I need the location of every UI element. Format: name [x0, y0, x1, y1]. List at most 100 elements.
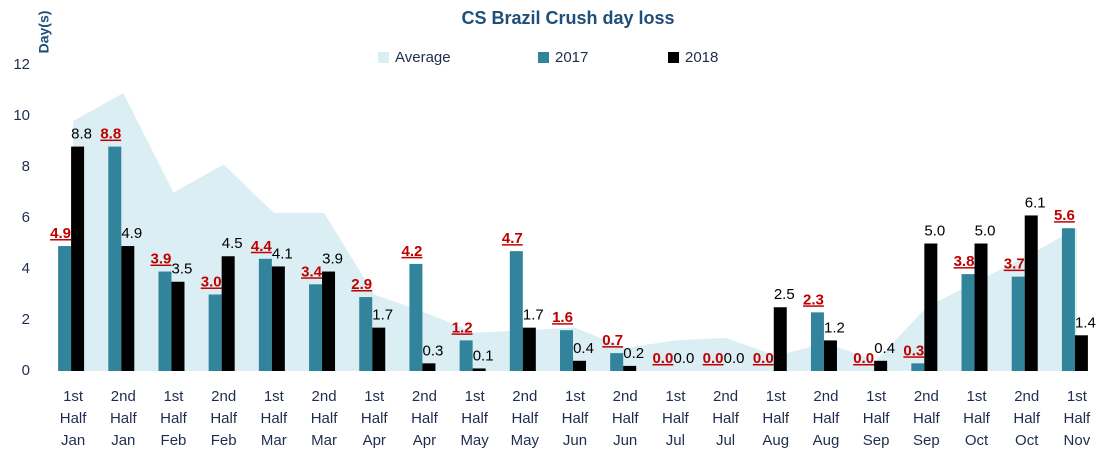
y-tick-label: 0 — [22, 362, 30, 379]
x-tick-label: Jul — [666, 432, 685, 449]
bar — [322, 271, 336, 371]
x-tick-label: Half — [110, 410, 138, 427]
bar — [924, 243, 938, 371]
value-label: 0.1 — [473, 347, 494, 364]
legend-swatch — [668, 52, 679, 63]
value-label: 0.0 — [753, 350, 774, 367]
value-label: 0.0 — [853, 350, 874, 367]
value-label: 0.0 — [724, 350, 745, 367]
bar — [121, 246, 135, 371]
x-tick-label: Jan — [61, 432, 85, 449]
value-label: 4.2 — [401, 243, 422, 260]
y-tick-label: 4 — [22, 260, 30, 277]
y-tick-label: 8 — [22, 158, 30, 175]
x-tick-label: Oct — [1015, 432, 1039, 449]
x-tick-label: May — [511, 432, 540, 449]
x-tick-label: Feb — [161, 432, 187, 449]
bar — [71, 146, 85, 371]
x-tick-label: Half — [311, 410, 339, 427]
x-tick-label: Apr — [413, 432, 436, 449]
bar — [409, 263, 423, 371]
bar — [1024, 215, 1038, 371]
x-tick-label: Half — [562, 410, 590, 427]
bar — [158, 271, 172, 371]
x-tick-label: Half — [1013, 410, 1041, 427]
x-tick-label: Half — [712, 410, 740, 427]
bar — [108, 146, 122, 371]
value-label: 3.5 — [172, 261, 193, 278]
value-label: 8.8 — [71, 126, 92, 143]
value-label: 0.7 — [602, 332, 623, 349]
bar — [309, 284, 323, 371]
value-label: 3.9 — [322, 251, 343, 268]
x-tick-label: 1st — [565, 388, 586, 405]
bar — [623, 365, 637, 371]
value-label: 5.0 — [975, 222, 996, 239]
x-tick-label: 1st — [364, 388, 385, 405]
x-tick-label: Half — [60, 410, 88, 427]
x-tick-label: 2nd — [412, 388, 437, 405]
x-tick-label: Jun — [563, 432, 587, 449]
x-tick-label: 1st — [967, 388, 988, 405]
value-label: 1.4 — [1075, 314, 1096, 331]
x-tick-label: 1st — [63, 388, 84, 405]
y-tick-label: 6 — [22, 209, 30, 226]
value-label: 4.9 — [50, 225, 71, 242]
x-tick-label: 1st — [1067, 388, 1088, 405]
value-label: 6.1 — [1025, 194, 1046, 211]
x-tick-label: 2nd — [914, 388, 939, 405]
x-tick-label: Half — [411, 410, 439, 427]
x-tick-label: 2nd — [512, 388, 537, 405]
x-tick-label: Apr — [363, 432, 386, 449]
value-label: 1.6 — [552, 309, 573, 326]
value-label: 0.2 — [623, 345, 644, 362]
x-tick-label: Half — [963, 410, 991, 427]
value-label: 0.0 — [703, 350, 724, 367]
bar — [874, 360, 888, 371]
x-tick-label: 2nd — [211, 388, 236, 405]
x-tick-label: 1st — [264, 388, 285, 405]
x-tick-label: Half — [461, 410, 489, 427]
x-tick-label: Oct — [965, 432, 989, 449]
bar — [359, 297, 373, 371]
value-label: 4.9 — [121, 225, 142, 242]
x-tick-label: 1st — [665, 388, 686, 405]
x-tick-label: Jul — [716, 432, 735, 449]
x-tick-label: Aug — [813, 432, 840, 449]
x-tick-label: Jan — [111, 432, 135, 449]
value-label: 5.0 — [924, 222, 945, 239]
y-axis-title: Day(s) — [36, 11, 52, 54]
x-tick-label: 1st — [163, 388, 184, 405]
bar — [810, 312, 824, 371]
x-tick-label: Half — [361, 410, 389, 427]
x-tick-label: Feb — [211, 432, 237, 449]
x-tick-label: Half — [762, 410, 790, 427]
x-tick-label: 1st — [766, 388, 787, 405]
bar — [573, 360, 586, 371]
x-tick-label: Half — [160, 410, 188, 427]
bar — [1061, 228, 1075, 371]
x-tick-label: Half — [511, 410, 539, 427]
x-tick-label: Half — [612, 410, 640, 427]
x-tick-label: Half — [210, 410, 238, 427]
y-tick-label: 12 — [13, 56, 30, 73]
y-tick-label: 2 — [22, 311, 30, 328]
x-tick-label: 2nd — [312, 388, 337, 405]
x-tick-label: Half — [1064, 410, 1092, 427]
x-tick-label: Sep — [913, 432, 940, 449]
x-tick-label: 2nd — [613, 388, 638, 405]
x-tick-label: Nov — [1064, 432, 1091, 449]
value-label: 1.2 — [452, 319, 473, 336]
bar — [472, 368, 486, 371]
value-label: 3.4 — [301, 263, 323, 280]
bar — [1074, 335, 1088, 371]
bar — [1011, 276, 1025, 371]
value-label: 1.7 — [372, 307, 393, 324]
bar — [58, 246, 72, 371]
value-label: 3.8 — [954, 253, 975, 270]
legend-label: 2018 — [685, 49, 718, 66]
bar — [911, 363, 925, 371]
bar — [610, 353, 624, 371]
x-tick-label: 2nd — [713, 388, 738, 405]
